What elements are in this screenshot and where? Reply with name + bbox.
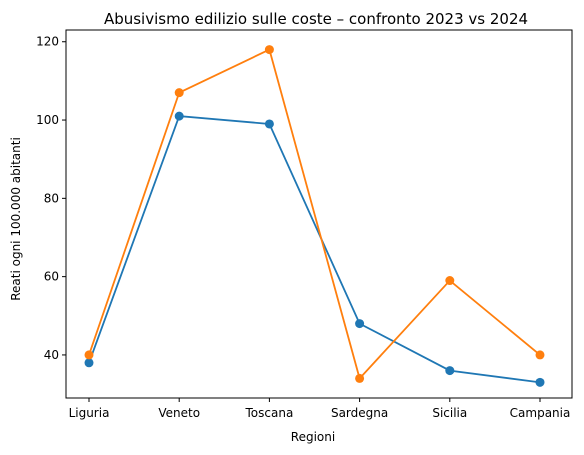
series-line	[88, 115, 541, 384]
x-tick-label: Toscana	[245, 406, 294, 420]
data-point	[355, 319, 365, 329]
data-point	[535, 377, 545, 387]
x-tick-label: Sardegna	[331, 406, 388, 420]
y-tick-label: 40	[44, 348, 59, 362]
plot-frame	[65, 29, 573, 399]
y-axis: 40 60 80 100 120	[36, 35, 66, 362]
y-tick-label: 120	[36, 35, 59, 49]
x-axis: Liguria Veneto Toscana Sardegna Sicilia Campa…	[69, 398, 571, 420]
data-point	[264, 45, 274, 55]
y-axis-label: Reati ogni 100.000 abitanti	[9, 137, 23, 301]
data-point	[535, 350, 545, 360]
data-point	[355, 373, 365, 383]
data-point	[84, 350, 94, 360]
x-tick-label: Liguria	[69, 406, 110, 420]
data-point	[445, 366, 455, 376]
data-point	[174, 111, 184, 121]
plot-area	[65, 29, 573, 399]
series-1	[84, 111, 545, 387]
x-axis-label: Regioni	[291, 430, 335, 444]
data-point	[174, 88, 184, 98]
x-tick-label: Campania	[510, 406, 571, 420]
y-tick-label: 80	[44, 191, 59, 205]
data-point	[264, 119, 274, 129]
series-layer	[84, 45, 545, 387]
x-tick-label: Sicilia	[432, 406, 467, 420]
data-point	[84, 358, 94, 368]
chart-title: Abusivismo edilizio sulle coste – confro…	[104, 10, 528, 28]
y-tick-label: 100	[36, 113, 59, 127]
x-tick-label: Veneto	[158, 406, 200, 420]
series-line	[88, 48, 541, 381]
series-2	[84, 45, 545, 383]
data-point	[445, 276, 455, 286]
y-tick-label: 60	[44, 270, 59, 284]
